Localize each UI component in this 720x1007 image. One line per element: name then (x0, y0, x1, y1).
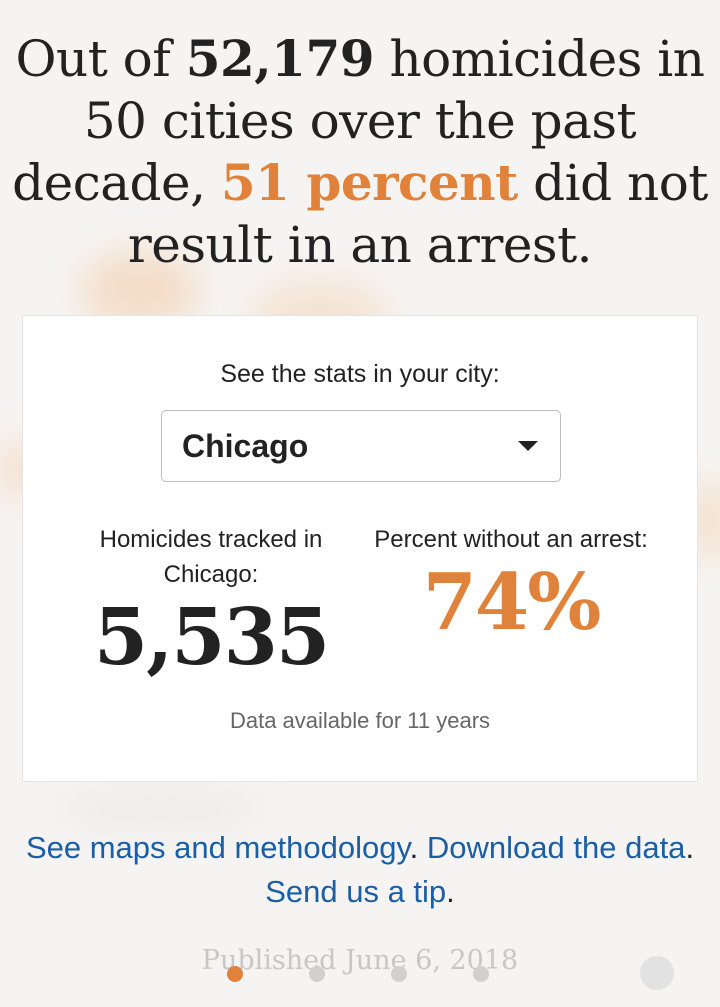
headline-suffix: did not result in an arrest. (127, 154, 709, 274)
chevron-down-icon (518, 441, 538, 451)
data-availability: Data available for 11 years (229, 708, 491, 733)
no-arrest-stat: Percent without an arrest: 74% (351, 522, 671, 649)
city-select[interactable]: Chicago (161, 410, 561, 482)
footer-links: See maps and methodology. Download the d… (25, 830, 695, 909)
pagination-dot[interactable] (391, 966, 407, 982)
pagination-dot[interactable] (309, 966, 325, 982)
homicides-tracked-stat: Homicides tracked in Chicago: 5,535 (51, 522, 371, 684)
pagination-dot[interactable] (473, 966, 489, 982)
city-select-value: Chicago (182, 427, 309, 464)
headline-middle: homicides in 50 cities over the past dec… (12, 30, 705, 212)
maps-methodology-link[interactable]: See maps and methodology (25, 830, 410, 865)
city-prompt: See the stats in your city: (220, 360, 500, 388)
download-data-link[interactable]: Download the data (426, 830, 686, 865)
no-arrest-label: Percent without an arrest: (374, 526, 648, 553)
homicides-tracked-label: Homicides tracked in Chicago: (99, 526, 323, 588)
no-arrest-value: 74% (422, 557, 602, 648)
headline-prefix: Out of (15, 30, 186, 88)
circle-icon[interactable] (640, 956, 674, 990)
published-date: Published June 6, 2018 (201, 945, 519, 976)
homicides-tracked-value: 5,535 (93, 592, 330, 683)
pagination-dot[interactable] (227, 966, 243, 982)
pagination-dots (225, 966, 495, 986)
headline: Out of 52,179 homicides in 50 cities ove… (0, 28, 720, 276)
headline-percent: 51 percent (220, 153, 518, 212)
headline-total: 52,179 (185, 29, 375, 88)
city-stats-card: See the stats in your city: Chicago Homi… (22, 315, 698, 782)
send-tip-link[interactable]: Send us a tip (265, 874, 447, 909)
